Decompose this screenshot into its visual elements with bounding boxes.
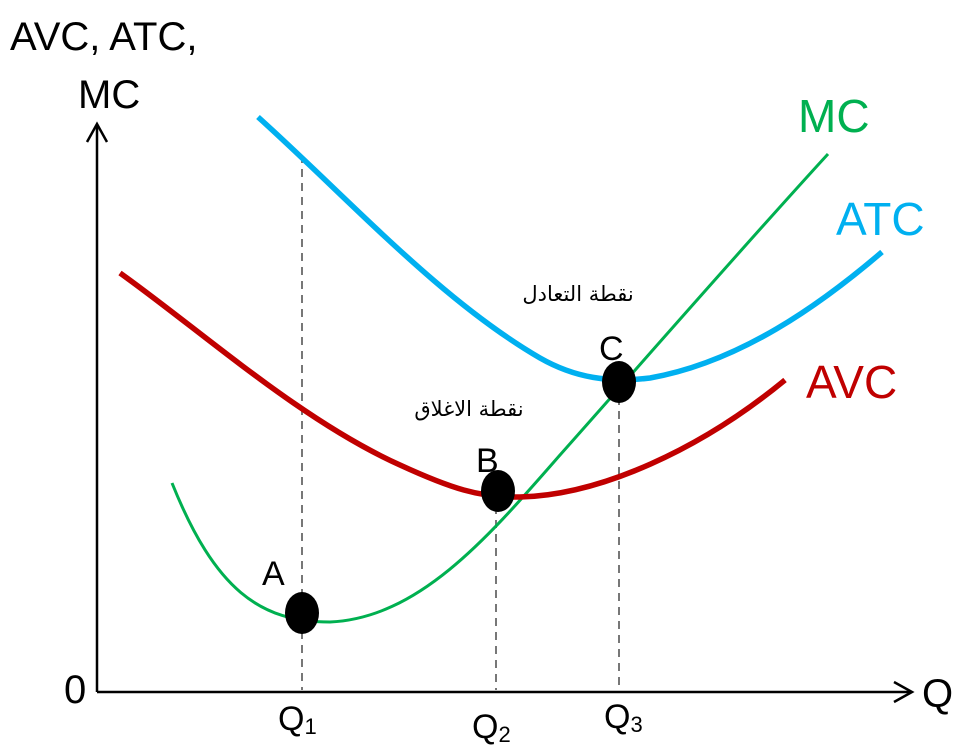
x-tick-q2-main: Q (472, 708, 498, 745)
x-tick-q2-sub: 2 (498, 722, 510, 745)
x-tick-q2: Q2 (472, 708, 511, 745)
x-tick-q3-sub: 3 (630, 712, 642, 737)
shutdown-point-annotation: نقطة الاغلاق (414, 397, 523, 421)
point-b-marker (481, 470, 515, 512)
equilibrium-point-annotation: نقطة التعادل (522, 282, 633, 306)
avc-curve (118, 270, 787, 500)
point-a-label: A (262, 555, 285, 593)
atc-curve-label: ATC (836, 193, 925, 245)
point-b-label: B (476, 442, 499, 480)
mc-curve (170, 152, 830, 624)
point-a-marker (285, 592, 319, 634)
y-axis-label-line2: MC (78, 73, 140, 117)
x-tick-q1: Q1 (278, 700, 317, 739)
origin-label: 0 (64, 668, 86, 712)
x-tick-q3-main: Q (604, 698, 630, 736)
atc-curve (256, 114, 884, 383)
point-c-marker (602, 361, 636, 403)
y-axis-arrowhead (85, 121, 109, 143)
mc-curve-label: MC (798, 90, 870, 142)
avc-curve-label: AVC (806, 356, 897, 408)
point-c-label: C (599, 330, 624, 368)
x-axis-arrowhead (893, 680, 915, 704)
x-tick-q3: Q3 (604, 698, 643, 737)
x-axis-label: Q (922, 672, 953, 716)
y-axis-label-line1: AVC, ATC, (10, 15, 197, 59)
x-tick-q1-main: Q (278, 700, 304, 738)
x-tick-q1-sub: 1 (304, 714, 316, 739)
